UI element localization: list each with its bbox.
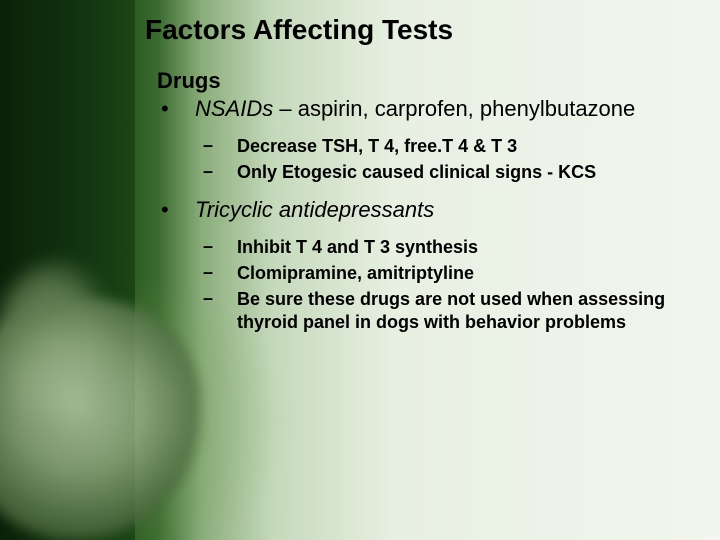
- bullet-rest-part: – aspirin, carprofen, phenylbutazone: [273, 96, 635, 121]
- subbullet-text: Only Etogesic caused clinical signs - KC…: [237, 161, 596, 184]
- content-area: Factors Affecting Tests Drugs • NSAIDs –…: [145, 14, 700, 337]
- bullet-text: Tricyclic antidepressants: [195, 197, 434, 224]
- bullet-level1: • Tricyclic antidepressants: [157, 197, 700, 224]
- dash-marker: –: [203, 161, 237, 184]
- bullet-level1: • NSAIDs – aspirin, carprofen, phenylbut…: [157, 96, 700, 123]
- slide-title: Factors Affecting Tests: [145, 14, 700, 46]
- subbullet-text: Decrease TSH, T 4, free.T 4 & T 3: [237, 135, 517, 158]
- subbullet-text: Be sure these drugs are not used when as…: [237, 288, 700, 334]
- bullet-text: NSAIDs – aspirin, carprofen, phenylbutaz…: [195, 96, 635, 123]
- dash-marker: –: [203, 262, 237, 285]
- bullet-italic-part: NSAIDs: [195, 96, 273, 121]
- subbullet-text: Clomipramine, amitriptyline: [237, 262, 474, 285]
- subbullet-text: Inhibit T 4 and T 3 synthesis: [237, 236, 478, 259]
- bullet-marker: •: [157, 96, 195, 123]
- section-heading: Drugs: [157, 68, 700, 94]
- bullet-level2: – Be sure these drugs are not used when …: [203, 288, 700, 334]
- bullet-level2: – Only Etogesic caused clinical signs - …: [203, 161, 700, 184]
- bullet-marker: •: [157, 197, 195, 224]
- dash-marker: –: [203, 236, 237, 259]
- bullet-italic-part: Tricyclic antidepressants: [195, 197, 434, 222]
- dash-marker: –: [203, 135, 237, 158]
- dash-marker: –: [203, 288, 237, 334]
- bullet-level2: – Clomipramine, amitriptyline: [203, 262, 700, 285]
- bullet-level2: – Inhibit T 4 and T 3 synthesis: [203, 236, 700, 259]
- bullet-level2: – Decrease TSH, T 4, free.T 4 & T 3: [203, 135, 700, 158]
- slide: Factors Affecting Tests Drugs • NSAIDs –…: [0, 0, 720, 540]
